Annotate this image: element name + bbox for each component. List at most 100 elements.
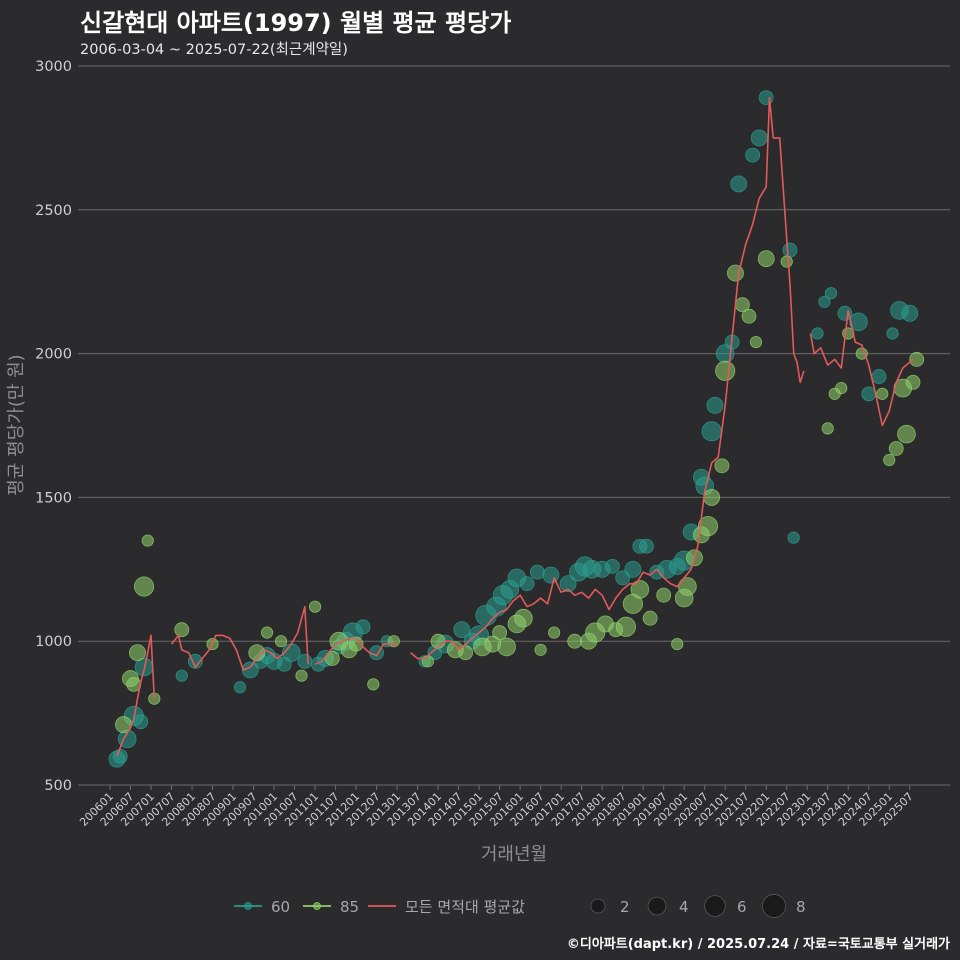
legend-size-label: 2	[620, 898, 630, 916]
data-point-85	[567, 633, 583, 649]
y-tick-label: 1500	[35, 490, 72, 506]
data-point-85	[905, 374, 921, 390]
data-point-85	[703, 488, 721, 506]
data-point-85	[534, 643, 547, 656]
data-point-60	[453, 621, 471, 639]
data-point-85	[749, 335, 763, 349]
average-line-segment	[410, 96, 805, 660]
data-point-85	[909, 351, 925, 367]
y-tick-label: 500	[44, 778, 72, 794]
data-point-60	[730, 175, 748, 193]
average-line	[116, 96, 914, 757]
x-axis-ticks: 2006012006072007012007072008012008072009…	[77, 785, 916, 829]
legend-label-60: 60	[271, 898, 290, 916]
data-point-85	[421, 655, 434, 668]
y-axis-title: 평균 평당가(만 원)	[6, 354, 27, 495]
legend-size-label: 8	[796, 898, 806, 916]
legend-size-circle	[647, 896, 667, 916]
y-tick-label: 2500	[35, 203, 72, 219]
data-point-85	[615, 616, 636, 637]
data-point-85	[492, 625, 508, 640]
data-point-85	[697, 516, 719, 537]
data-point-85	[821, 422, 834, 435]
data-point-85	[876, 387, 889, 400]
data-point-85	[835, 382, 848, 395]
data-point-60	[615, 570, 631, 586]
data-point-85	[129, 644, 146, 662]
data-point-60	[112, 748, 128, 764]
scatter-points	[108, 90, 925, 768]
data-point-60	[745, 147, 761, 163]
y-tick-label: 1000	[35, 634, 72, 650]
data-point-85	[295, 669, 308, 682]
data-point-60	[871, 369, 887, 385]
data-point-60	[811, 327, 824, 340]
data-point-85	[741, 308, 757, 324]
data-point-85	[367, 678, 380, 691]
data-point-85	[497, 637, 516, 657]
data-point-85	[678, 577, 697, 596]
data-point-85	[671, 637, 684, 651]
data-point-60	[233, 681, 247, 694]
data-point-85	[897, 424, 916, 444]
data-point-85	[715, 360, 736, 381]
data-point-60	[861, 386, 877, 402]
legend-key-dot	[313, 902, 321, 910]
data-point-85	[458, 645, 474, 661]
data-point-85	[133, 576, 155, 597]
data-point-85	[548, 626, 561, 639]
data-point-60	[241, 661, 259, 679]
average-line-segment	[809, 309, 914, 427]
data-point-60	[886, 327, 899, 340]
legend-size-label: 4	[679, 898, 689, 916]
legend-label-모든 면적대 평균값: 모든 면적대 평균값	[405, 898, 525, 916]
legend-key-dot	[244, 902, 252, 910]
average-line-segment	[116, 634, 156, 757]
y-axis-ticks: 500 1000 1500 2000 2500 3000	[35, 59, 72, 794]
data-point-85	[387, 635, 400, 648]
data-point-60	[542, 566, 560, 584]
data-point-60	[355, 619, 371, 635]
data-point-85	[656, 587, 672, 603]
data-point-85	[630, 580, 650, 599]
data-point-85	[514, 608, 533, 628]
data-point-60	[624, 560, 642, 578]
data-point-85	[780, 255, 793, 268]
data-point-60	[818, 295, 831, 308]
legend-size-circle	[704, 895, 726, 917]
data-point-60	[758, 90, 774, 106]
data-point-85	[727, 264, 744, 282]
data-point-85	[324, 651, 340, 666]
data-point-85	[883, 453, 896, 467]
data-point-85	[888, 441, 904, 456]
grid	[78, 65, 950, 786]
legend-size-label: 6	[737, 898, 747, 916]
data-point-85	[141, 534, 154, 547]
data-point-85	[757, 250, 775, 268]
average-line-segment	[170, 605, 309, 671]
data-point-60	[750, 129, 768, 147]
average-line-segment	[314, 637, 398, 665]
legend: 60 85 모든 면적대 평균값 2 4 6 8	[234, 894, 806, 918]
data-point-85	[714, 458, 730, 474]
data-point-85	[248, 644, 266, 662]
data-point-60	[901, 304, 919, 322]
data-point-60	[824, 287, 838, 300]
x-axis-title: 거래년월	[481, 844, 547, 865]
data-point-60	[175, 669, 188, 682]
data-point-85	[260, 626, 274, 639]
data-point-60	[133, 714, 149, 730]
y-tick-label: 3000	[35, 59, 72, 75]
data-point-85	[274, 635, 288, 648]
data-point-85	[642, 610, 658, 626]
data-point-60	[529, 564, 545, 580]
data-point-85	[174, 622, 190, 638]
data-point-60	[782, 242, 798, 258]
data-point-60	[559, 575, 577, 593]
data-point-60	[701, 421, 722, 442]
data-point-60	[519, 576, 535, 592]
data-point-60	[706, 396, 724, 414]
data-point-60	[639, 538, 654, 554]
